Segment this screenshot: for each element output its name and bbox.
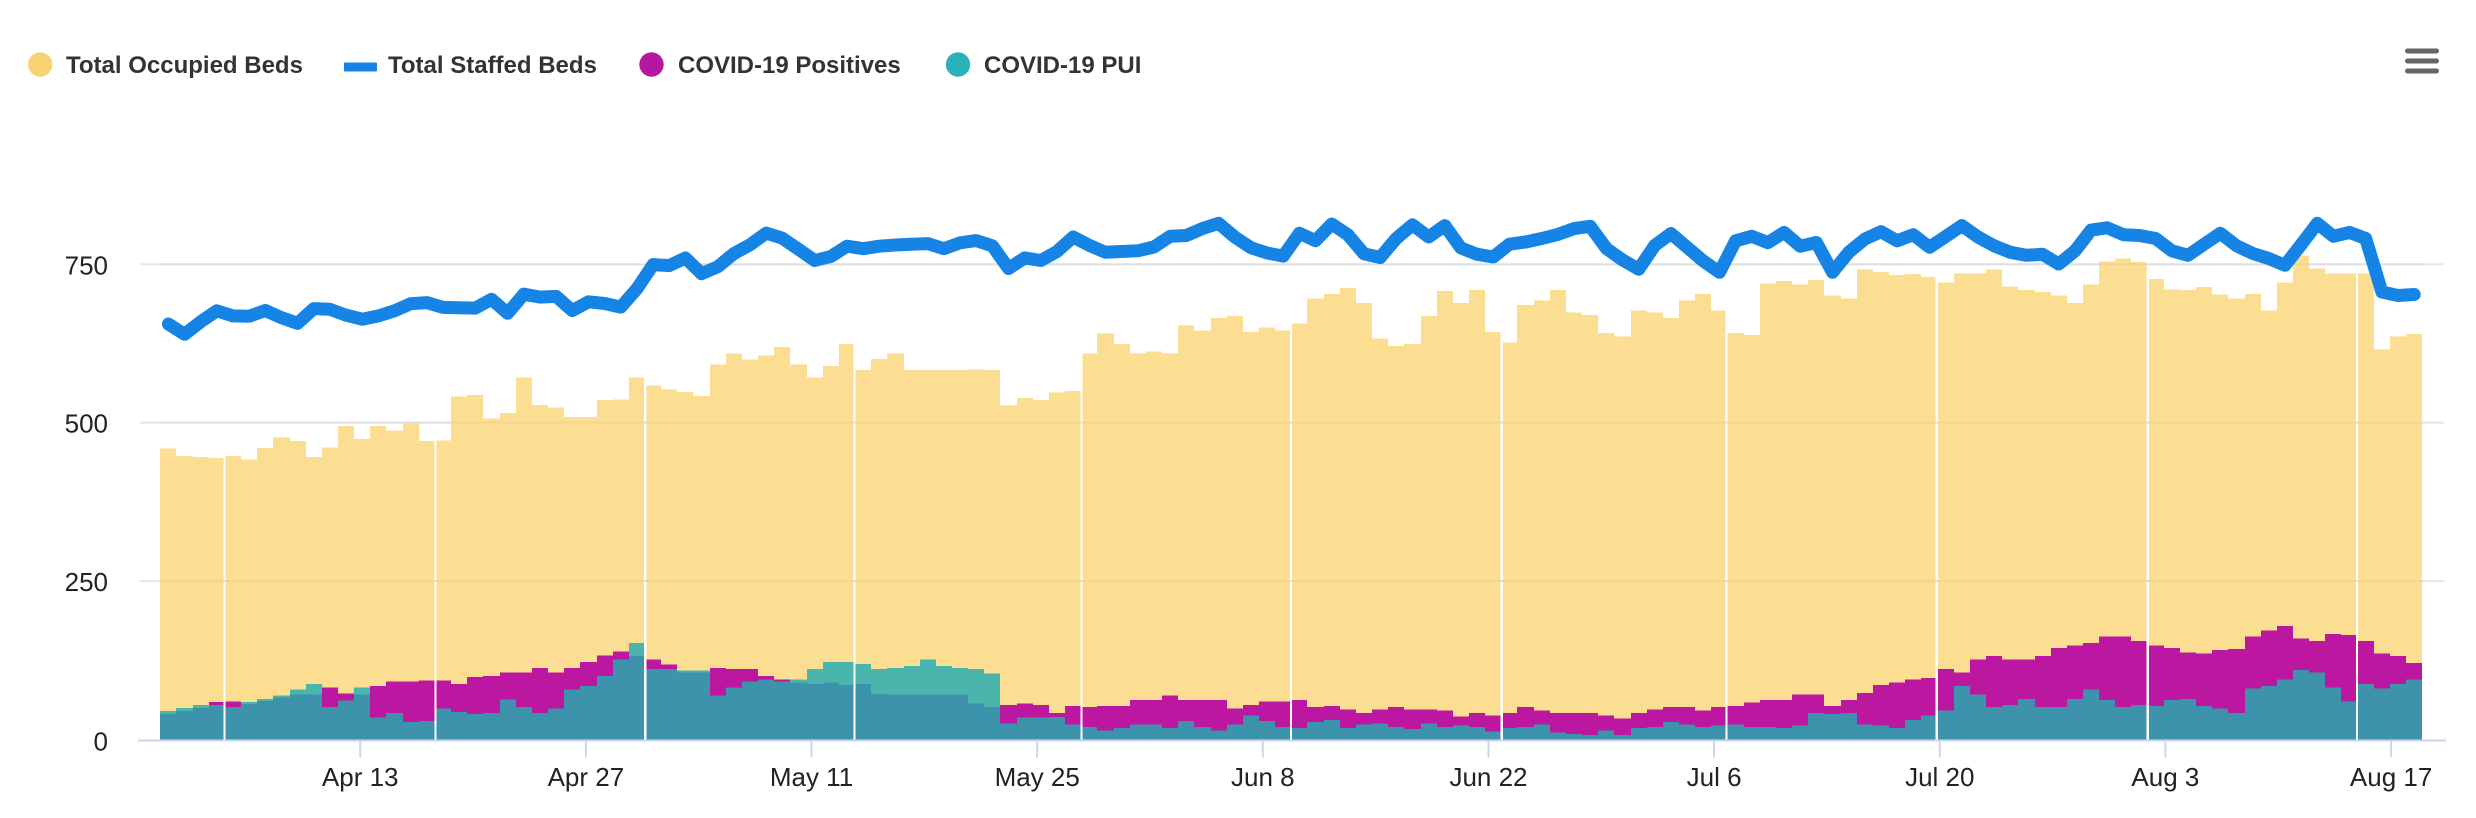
svg-text:750: 750 (65, 250, 108, 280)
svg-text:Jul 20: Jul 20 (1905, 762, 1974, 792)
svg-text:250: 250 (65, 567, 108, 597)
svg-text:Total Occupied Beds: Total Occupied Beds (66, 52, 303, 79)
svg-text:Aug 17: Aug 17 (2350, 762, 2432, 792)
svg-text:Apr 13: Apr 13 (322, 762, 399, 792)
svg-text:COVID-19 PUI: COVID-19 PUI (984, 52, 1141, 79)
svg-text:0: 0 (94, 727, 108, 757)
svg-text:Aug 3: Aug 3 (2131, 762, 2199, 792)
svg-text:COVID-19 Positives: COVID-19 Positives (678, 52, 901, 79)
svg-text:May 25: May 25 (995, 762, 1080, 792)
svg-text:May 11: May 11 (770, 762, 853, 792)
svg-text:Total Staffed Beds: Total Staffed Beds (388, 52, 597, 79)
svg-text:500: 500 (65, 409, 108, 439)
svg-text:Apr 27: Apr 27 (548, 762, 625, 792)
svg-text:Jul 6: Jul 6 (1687, 762, 1742, 792)
svg-text:Jun 8: Jun 8 (1231, 762, 1295, 792)
svg-text:Jun 22: Jun 22 (1449, 762, 1527, 792)
